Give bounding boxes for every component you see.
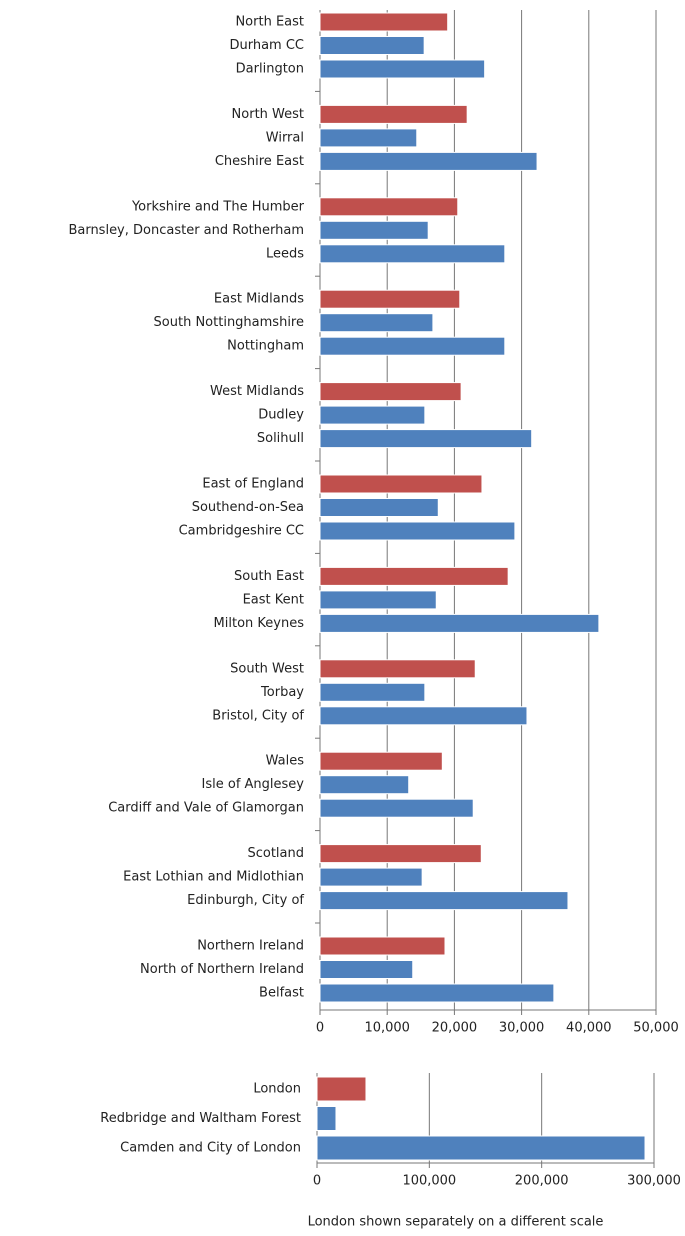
bar <box>319 983 555 1003</box>
bar <box>319 521 516 541</box>
y-tick-label: South West <box>230 661 304 676</box>
bar <box>319 197 459 217</box>
bar <box>319 244 506 264</box>
x-tick-label: 50,000 <box>633 1021 679 1036</box>
y-tick-label: Durham CC <box>229 38 304 53</box>
y-tick-label: London <box>253 1082 301 1097</box>
bar <box>319 936 446 956</box>
x-tick-label: 30,000 <box>499 1021 545 1036</box>
y-tick-label: Yorkshire and The Humber <box>131 199 305 214</box>
y-tick-label: North East <box>235 15 304 30</box>
x-axis-label: London shown separately on a different s… <box>308 1215 604 1230</box>
bar <box>319 706 528 726</box>
y-tick-label: Belfast <box>259 986 304 1001</box>
bar <box>319 751 443 771</box>
x-tick-label: 100,000 <box>402 1174 456 1189</box>
y-tick-label: West Midlands <box>210 384 304 399</box>
y-tick-label: Cardiff and Vale of Glamorgan <box>108 801 304 816</box>
bar <box>319 867 423 887</box>
bar <box>319 844 482 864</box>
y-tick-label: East Midlands <box>214 292 304 307</box>
bar <box>319 659 476 679</box>
y-tick-label: North of Northern Ireland <box>140 962 304 977</box>
bar <box>319 336 506 356</box>
y-tick-label: Southend-on-Sea <box>192 500 304 515</box>
bar <box>319 891 569 911</box>
bar <box>319 59 486 79</box>
bar <box>319 313 434 333</box>
y-tick-label: Cheshire East <box>215 154 304 169</box>
y-tick-label: South East <box>234 569 304 584</box>
y-tick-label: Cambridgeshire CC <box>179 524 304 539</box>
bar <box>319 220 429 240</box>
y-tick-label: Barnsley, Doncaster and Rotherham <box>68 223 304 238</box>
y-tick-label: Scotland <box>247 846 304 861</box>
y-tick-label: Milton Keynes <box>214 616 305 631</box>
bar <box>319 382 462 402</box>
y-tick-label: Dudley <box>258 408 304 423</box>
bar <box>319 798 474 818</box>
x-tick-label: 300,000 <box>627 1174 681 1189</box>
y-tick-label: Northern Ireland <box>197 939 304 954</box>
y-tick-label: Darlington <box>236 62 304 77</box>
x-tick-label: 0 <box>313 1174 321 1189</box>
y-tick-label: Redbridge and Waltham Forest <box>100 1111 301 1126</box>
y-tick-label: Edinburgh, City of <box>187 893 304 908</box>
y-tick-label: Isle of Anglesey <box>202 777 305 792</box>
y-tick-label: Leeds <box>266 246 304 261</box>
bar <box>319 128 418 148</box>
bar <box>319 590 437 610</box>
y-tick-label: Bristol, City of <box>212 708 304 723</box>
x-tick-label: 200,000 <box>515 1174 569 1189</box>
bar <box>319 429 533 449</box>
bar <box>319 474 483 494</box>
bar <box>319 498 439 517</box>
bar <box>319 566 509 586</box>
x-tick-label: 20,000 <box>432 1021 478 1036</box>
x-tick-label: 40,000 <box>566 1021 612 1036</box>
bar <box>319 613 600 633</box>
bar <box>316 1135 646 1161</box>
y-tick-label: Torbay <box>260 685 304 700</box>
x-tick-label: 0 <box>316 1021 324 1036</box>
bar <box>319 289 461 309</box>
bar <box>319 36 425 55</box>
y-tick-label: Nottingham <box>227 339 304 354</box>
bar <box>319 405 426 425</box>
bar <box>319 960 414 979</box>
bar <box>319 151 538 171</box>
bar <box>319 104 468 124</box>
y-tick-label: Wirral <box>266 130 304 145</box>
y-tick-label: East of England <box>202 477 304 492</box>
x-tick-label: 10,000 <box>364 1021 410 1036</box>
bar <box>316 1106 337 1131</box>
y-tick-label: South Nottinghamshire <box>154 315 304 330</box>
y-tick-label: Wales <box>266 754 305 769</box>
y-tick-label: Camden and City of London <box>120 1141 301 1156</box>
y-tick-label: Solihull <box>257 431 304 446</box>
y-tick-label: East Lothian and Midlothian <box>123 870 304 885</box>
y-tick-label: East Kent <box>243 592 304 607</box>
bar <box>319 682 426 702</box>
y-tick-label: North West <box>232 107 304 122</box>
bar <box>319 12 449 32</box>
bar <box>319 775 410 795</box>
bar <box>316 1076 367 1102</box>
